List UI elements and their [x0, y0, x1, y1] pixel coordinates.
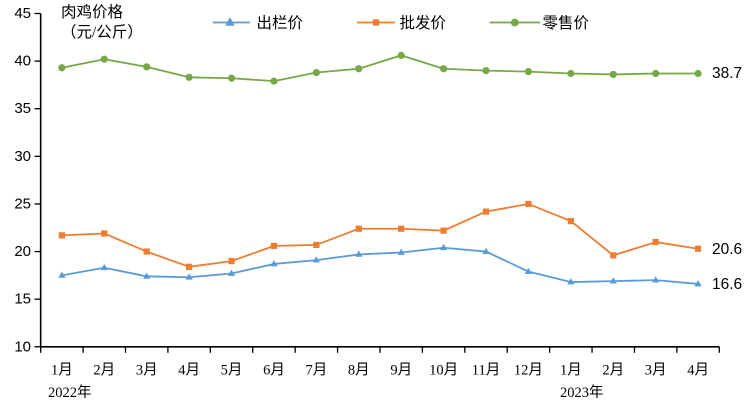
svg-text:30: 30 [14, 148, 31, 165]
svg-text:40: 40 [14, 53, 31, 70]
svg-text:12月: 12月 [514, 362, 543, 378]
svg-text:出栏价: 出栏价 [257, 14, 304, 32]
svg-text:25: 25 [14, 195, 31, 212]
svg-text:10: 10 [14, 338, 31, 355]
svg-text:批发价: 批发价 [400, 14, 447, 32]
svg-text:20: 20 [14, 243, 31, 260]
svg-text:10月: 10月 [429, 362, 458, 378]
svg-text:11月: 11月 [472, 362, 500, 378]
svg-text:7月: 7月 [305, 362, 327, 378]
svg-text:9月: 9月 [390, 362, 412, 378]
svg-text:6月: 6月 [263, 362, 285, 378]
svg-text:5月: 5月 [221, 362, 243, 378]
svg-text:1月: 1月 [51, 362, 73, 378]
svg-text:3月: 3月 [136, 362, 158, 378]
svg-text:1月: 1月 [560, 362, 582, 378]
svg-text:15: 15 [14, 291, 31, 308]
svg-text:35: 35 [14, 100, 31, 117]
svg-text:零售价: 零售价 [543, 14, 590, 32]
svg-text:4月: 4月 [178, 362, 200, 378]
svg-text:2月: 2月 [602, 362, 624, 378]
svg-text:2月: 2月 [93, 362, 115, 378]
svg-text:8月: 8月 [348, 362, 370, 378]
svg-text:3月: 3月 [645, 362, 667, 378]
svg-text:4月: 4月 [687, 362, 709, 378]
